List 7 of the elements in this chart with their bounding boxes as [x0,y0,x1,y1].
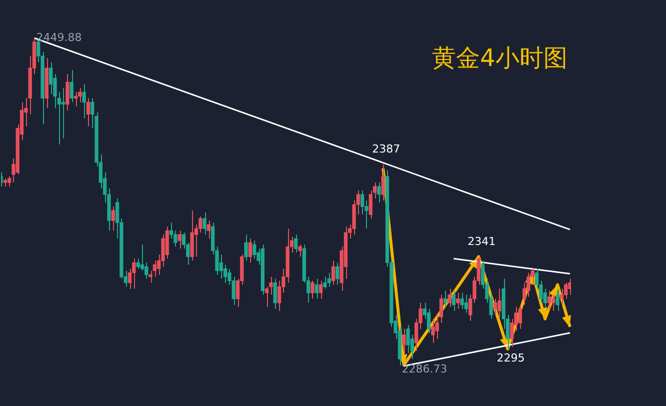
annotation: 2295 [496,351,525,364]
chart-title: 黄金4小时图 [432,43,568,74]
candlestick [568,278,571,296]
annotation: 2449.88 [36,31,82,44]
annotation: 2286.73 [402,362,448,376]
annotation: 2387 [372,142,400,156]
annotation: 2341 [468,235,496,248]
